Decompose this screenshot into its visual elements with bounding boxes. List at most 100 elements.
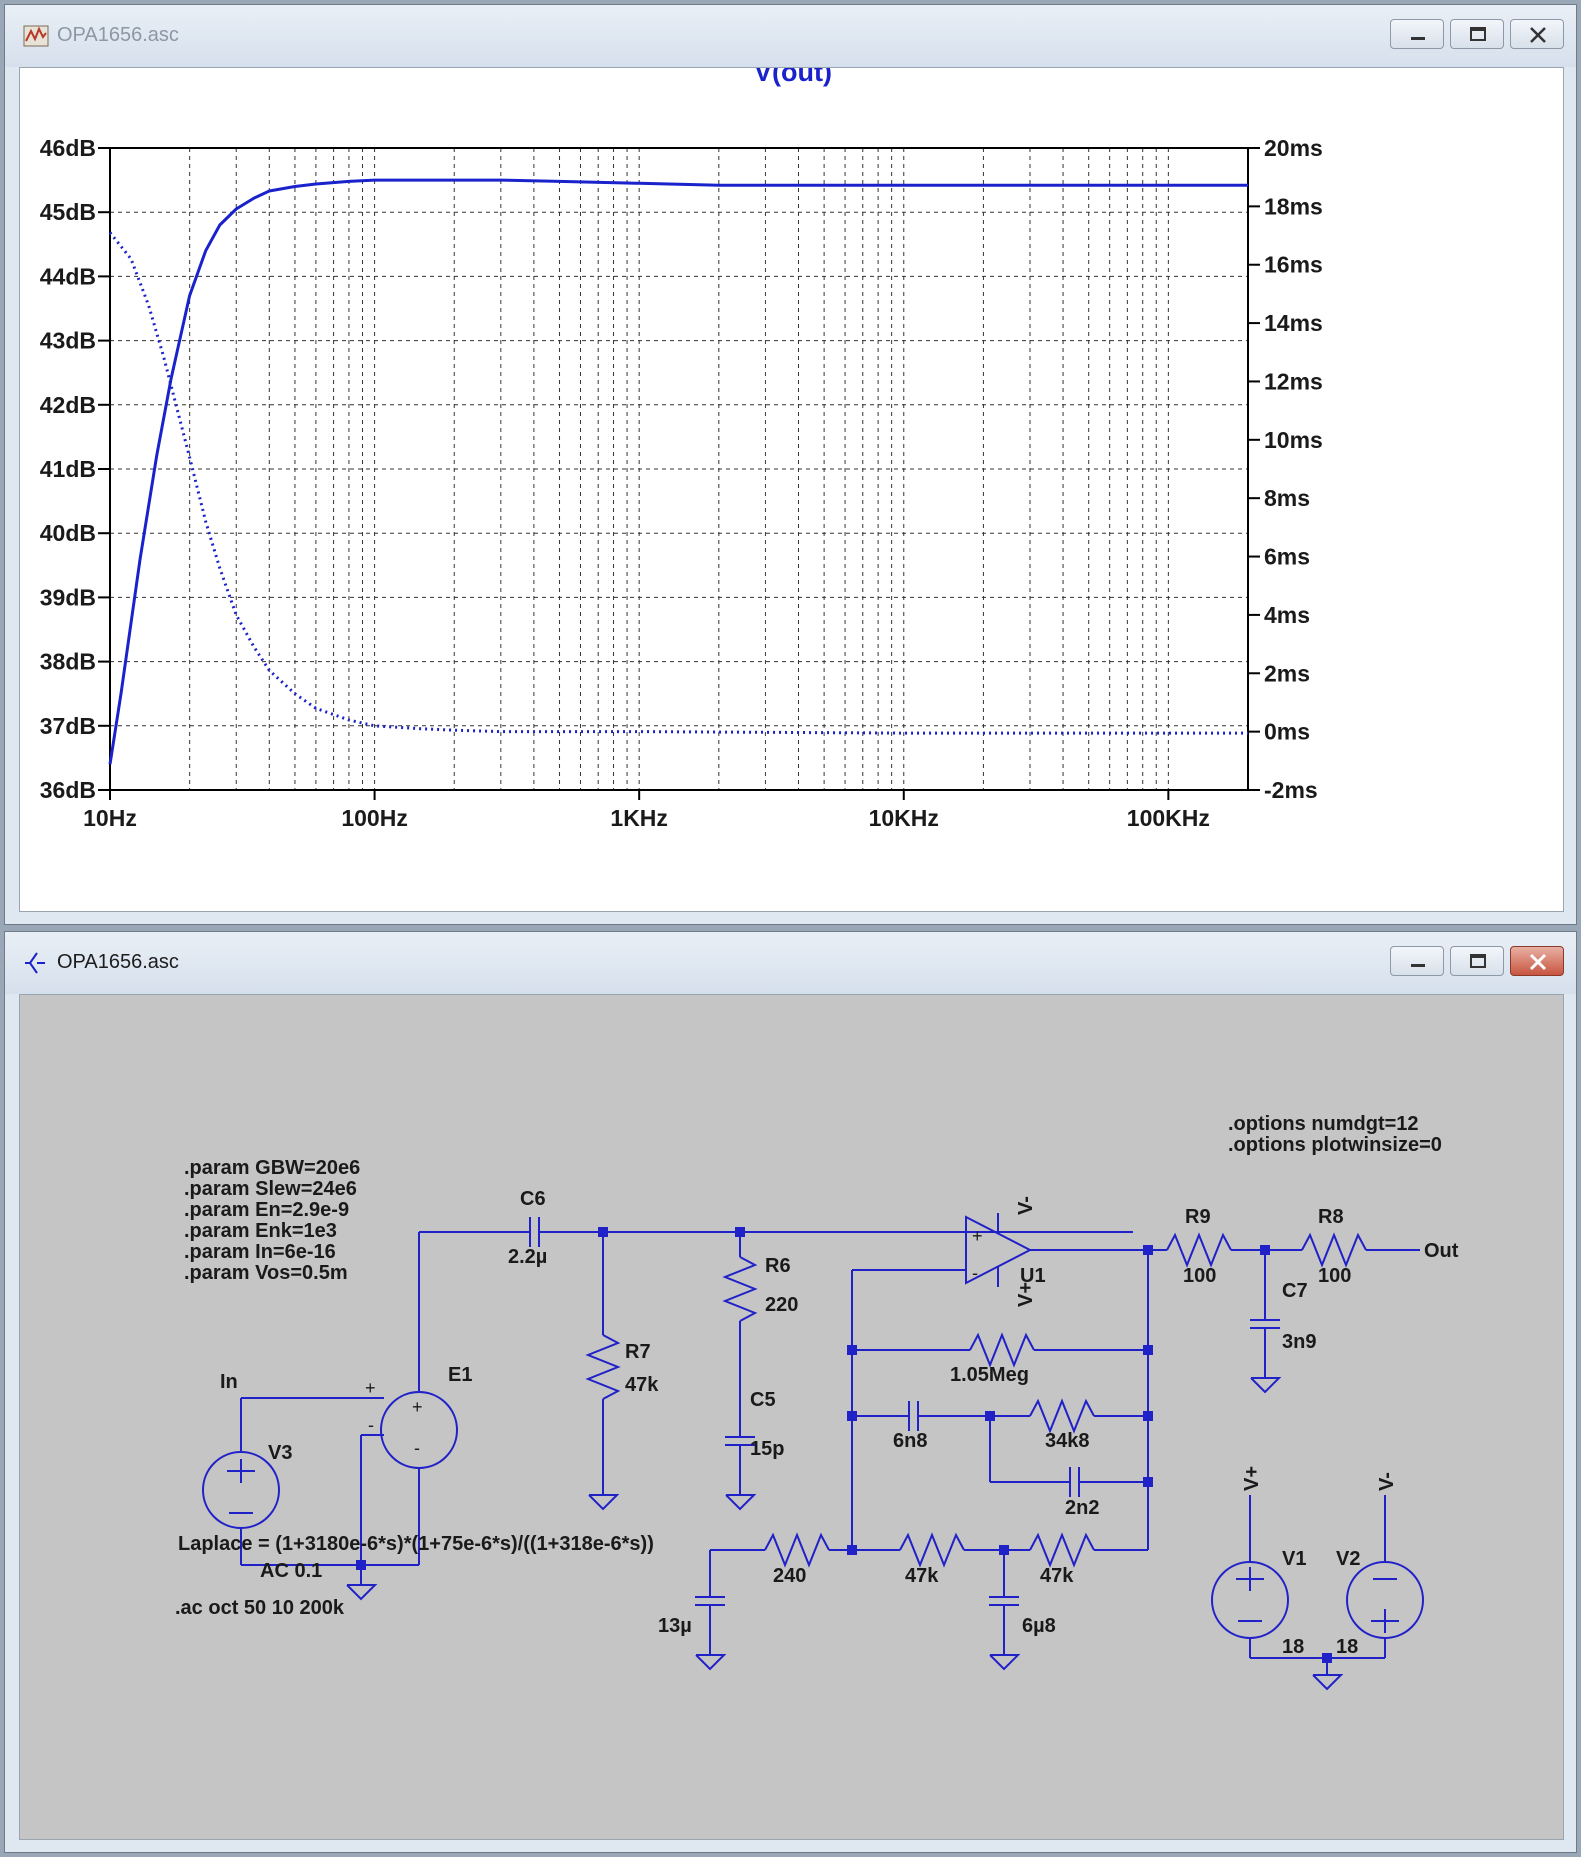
bode-plot[interactable]: V(out) 36dB 37dB 38dB 39dB 40dB 41dB 42dB 43dB 4… <box>20 68 1564 912</box>
left-axis-tick-label: 41dB <box>40 456 96 482</box>
label-c5[interactable]: C5 <box>750 1389 776 1411</box>
waveform-viewer-icon <box>23 25 49 47</box>
maximize-button[interactable] <box>1450 946 1504 976</box>
label-v2[interactable]: V2 <box>1336 1548 1360 1570</box>
value-2n2[interactable]: 2n2 <box>1065 1497 1099 1519</box>
right-axis-tick-label: 18ms <box>1264 193 1323 219</box>
schematic-drawing[interactable]: .param GBW=20e6 .param Slew=24e6 .param … <box>20 995 1564 1840</box>
schematic-canvas[interactable]: .param GBW=20e6 .param Slew=24e6 .param … <box>19 994 1564 1840</box>
bottom-ladder-network[interactable] <box>695 1532 1148 1671</box>
label-r7[interactable]: R7 <box>625 1341 651 1363</box>
x-axis-tick-label: 1KHz <box>610 805 668 831</box>
e1-minus: - <box>414 1438 420 1458</box>
param-line[interactable]: .param Vos=0.5m <box>184 1262 348 1284</box>
value-c5[interactable]: 15p <box>750 1438 784 1460</box>
minimize-button[interactable] <box>1390 946 1444 976</box>
plot-area[interactable]: V(out) 36dB 37dB 38dB 39dB 40dB 41dB 42dB 43dB 4… <box>19 67 1564 912</box>
param-line[interactable]: .param GBW=20e6 <box>184 1157 360 1179</box>
label-r9[interactable]: R9 <box>1185 1206 1211 1228</box>
net-label-vplus-u1[interactable]: V+ <box>1015 1282 1037 1307</box>
x-axis-tick-label: 100KHz <box>1127 805 1210 831</box>
maximize-button[interactable] <box>1450 19 1504 49</box>
schematic-window[interactable]: OPA1656.asc <box>4 931 1577 1853</box>
close-button[interactable] <box>1510 19 1564 49</box>
schematic-window-title: OPA1656.asc <box>57 951 179 973</box>
left-axis-tick-label: 42dB <box>40 392 96 418</box>
value-c7[interactable]: 3n9 <box>1282 1331 1316 1353</box>
left-axis-tick-label: 40dB <box>40 520 96 546</box>
resistor-r7[interactable] <box>585 1232 621 1511</box>
param-line[interactable]: .param In=6e-16 <box>184 1241 336 1263</box>
net-label-vplus[interactable]: V+ <box>1241 1466 1263 1491</box>
right-axis-tick-label: 14ms <box>1264 310 1323 336</box>
plot-window[interactable]: OPA1656.asc V(out) 36dB 37dB 38dB 39dB 40dB 4… <box>4 4 1577 925</box>
schematic-window-titlebar[interactable]: OPA1656.asc <box>5 932 1576 994</box>
value-1-05meg[interactable]: 1.05Meg <box>950 1364 1029 1386</box>
junction-dots <box>356 1227 1332 1663</box>
minimize-button[interactable] <box>1390 19 1444 49</box>
label-u1[interactable]: U1 <box>1020 1265 1046 1287</box>
label-r8[interactable]: R8 <box>1318 1206 1344 1228</box>
close-icon <box>1529 953 1547 971</box>
capacitor-c6[interactable] <box>520 1217 1133 1247</box>
value-47k-b[interactable]: 47k <box>1040 1565 1074 1587</box>
opamp-u1[interactable] <box>852 1213 1148 1287</box>
group-delay-trace <box>108 231 1248 735</box>
value-6u8[interactable]: 6µ8 <box>1022 1615 1056 1637</box>
value-v3[interactable]: AC 0.1 <box>260 1560 322 1582</box>
magnitude-trace <box>108 178 1248 765</box>
value-r6[interactable]: 220 <box>765 1294 798 1316</box>
supply-v1[interactable] <box>1211 1495 1385 1659</box>
plot-grid <box>110 148 1249 790</box>
value-r9[interactable]: 100 <box>1183 1265 1216 1287</box>
right-axis-tick-label: 8ms <box>1264 485 1310 511</box>
value-v2[interactable]: 18 <box>1336 1636 1358 1658</box>
value-r8[interactable]: 100 <box>1318 1265 1351 1287</box>
feedback-network[interactable] <box>851 1250 1149 1550</box>
net-label-out[interactable]: Out <box>1424 1240 1459 1262</box>
label-v1[interactable]: V1 <box>1282 1548 1306 1570</box>
label-c7[interactable]: C7 <box>1282 1280 1308 1302</box>
trace-label[interactable]: V(out) <box>754 68 832 87</box>
opamp-plus: + <box>972 1226 983 1246</box>
right-axis-tick-label: 0ms <box>1264 719 1310 745</box>
capacitor-c5[interactable] <box>725 1436 757 1511</box>
output-filter[interactable] <box>1148 1232 1420 1394</box>
value-13u[interactable]: 13µ <box>658 1615 692 1637</box>
label-v3[interactable]: V3 <box>268 1442 292 1464</box>
param-line[interactable]: .param Enk=1e3 <box>184 1220 337 1242</box>
restore-icon <box>1470 954 1486 968</box>
label-c6[interactable]: C6 <box>520 1188 546 1210</box>
laplace-expression[interactable]: Laplace = (1+3180e-6*s)*(1+75e-6*s)/((1+… <box>178 1533 654 1555</box>
plot-window-title: OPA1656.asc <box>57 24 179 46</box>
ac-directive[interactable]: .ac oct 50 10 200k <box>175 1597 345 1619</box>
value-v1[interactable]: 18 <box>1282 1636 1304 1658</box>
plot-axes: 36dB 37dB 38dB 39dB 40dB 41dB 42dB 43dB 44dB 45dB… <box>40 135 1323 831</box>
value-47k-a[interactable]: 47k <box>905 1565 939 1587</box>
left-axis-tick-label: 46dB <box>40 135 96 161</box>
value-r7[interactable]: 47k <box>625 1374 659 1396</box>
label-r6[interactable]: R6 <box>765 1255 791 1277</box>
left-axis-tick-label: 43dB <box>40 328 96 354</box>
value-34k8[interactable]: 34k8 <box>1045 1430 1090 1452</box>
plot-traces <box>108 178 1248 765</box>
param-line[interactable]: .param En=2.9e-9 <box>184 1199 349 1221</box>
net-label-in[interactable]: In <box>220 1371 238 1393</box>
minimize-icon <box>1411 964 1425 967</box>
options-line[interactable]: .options plotwinsize=0 <box>1228 1134 1442 1156</box>
param-line[interactable]: .param Slew=24e6 <box>184 1178 357 1200</box>
value-6n8[interactable]: 6n8 <box>893 1430 927 1452</box>
value-c6[interactable]: 2.2µ <box>508 1246 547 1268</box>
dependent-source-e1[interactable] <box>346 1231 520 1601</box>
close-button[interactable] <box>1510 946 1564 976</box>
value-240[interactable]: 240 <box>773 1565 806 1587</box>
voltage-source-v3[interactable] <box>202 1397 364 1566</box>
right-axis-tick-label: 2ms <box>1264 660 1310 686</box>
net-label-vminus[interactable]: V- <box>1376 1472 1398 1491</box>
right-axis-tick-label: 20ms <box>1264 135 1323 161</box>
right-axis-tick-label: 16ms <box>1264 252 1323 278</box>
options-line[interactable]: .options numdgt=12 <box>1228 1113 1419 1135</box>
label-e1[interactable]: E1 <box>448 1364 472 1386</box>
plot-window-titlebar[interactable]: OPA1656.asc <box>5 5 1576 67</box>
net-label-vminus-u1[interactable]: V- <box>1015 1196 1037 1215</box>
